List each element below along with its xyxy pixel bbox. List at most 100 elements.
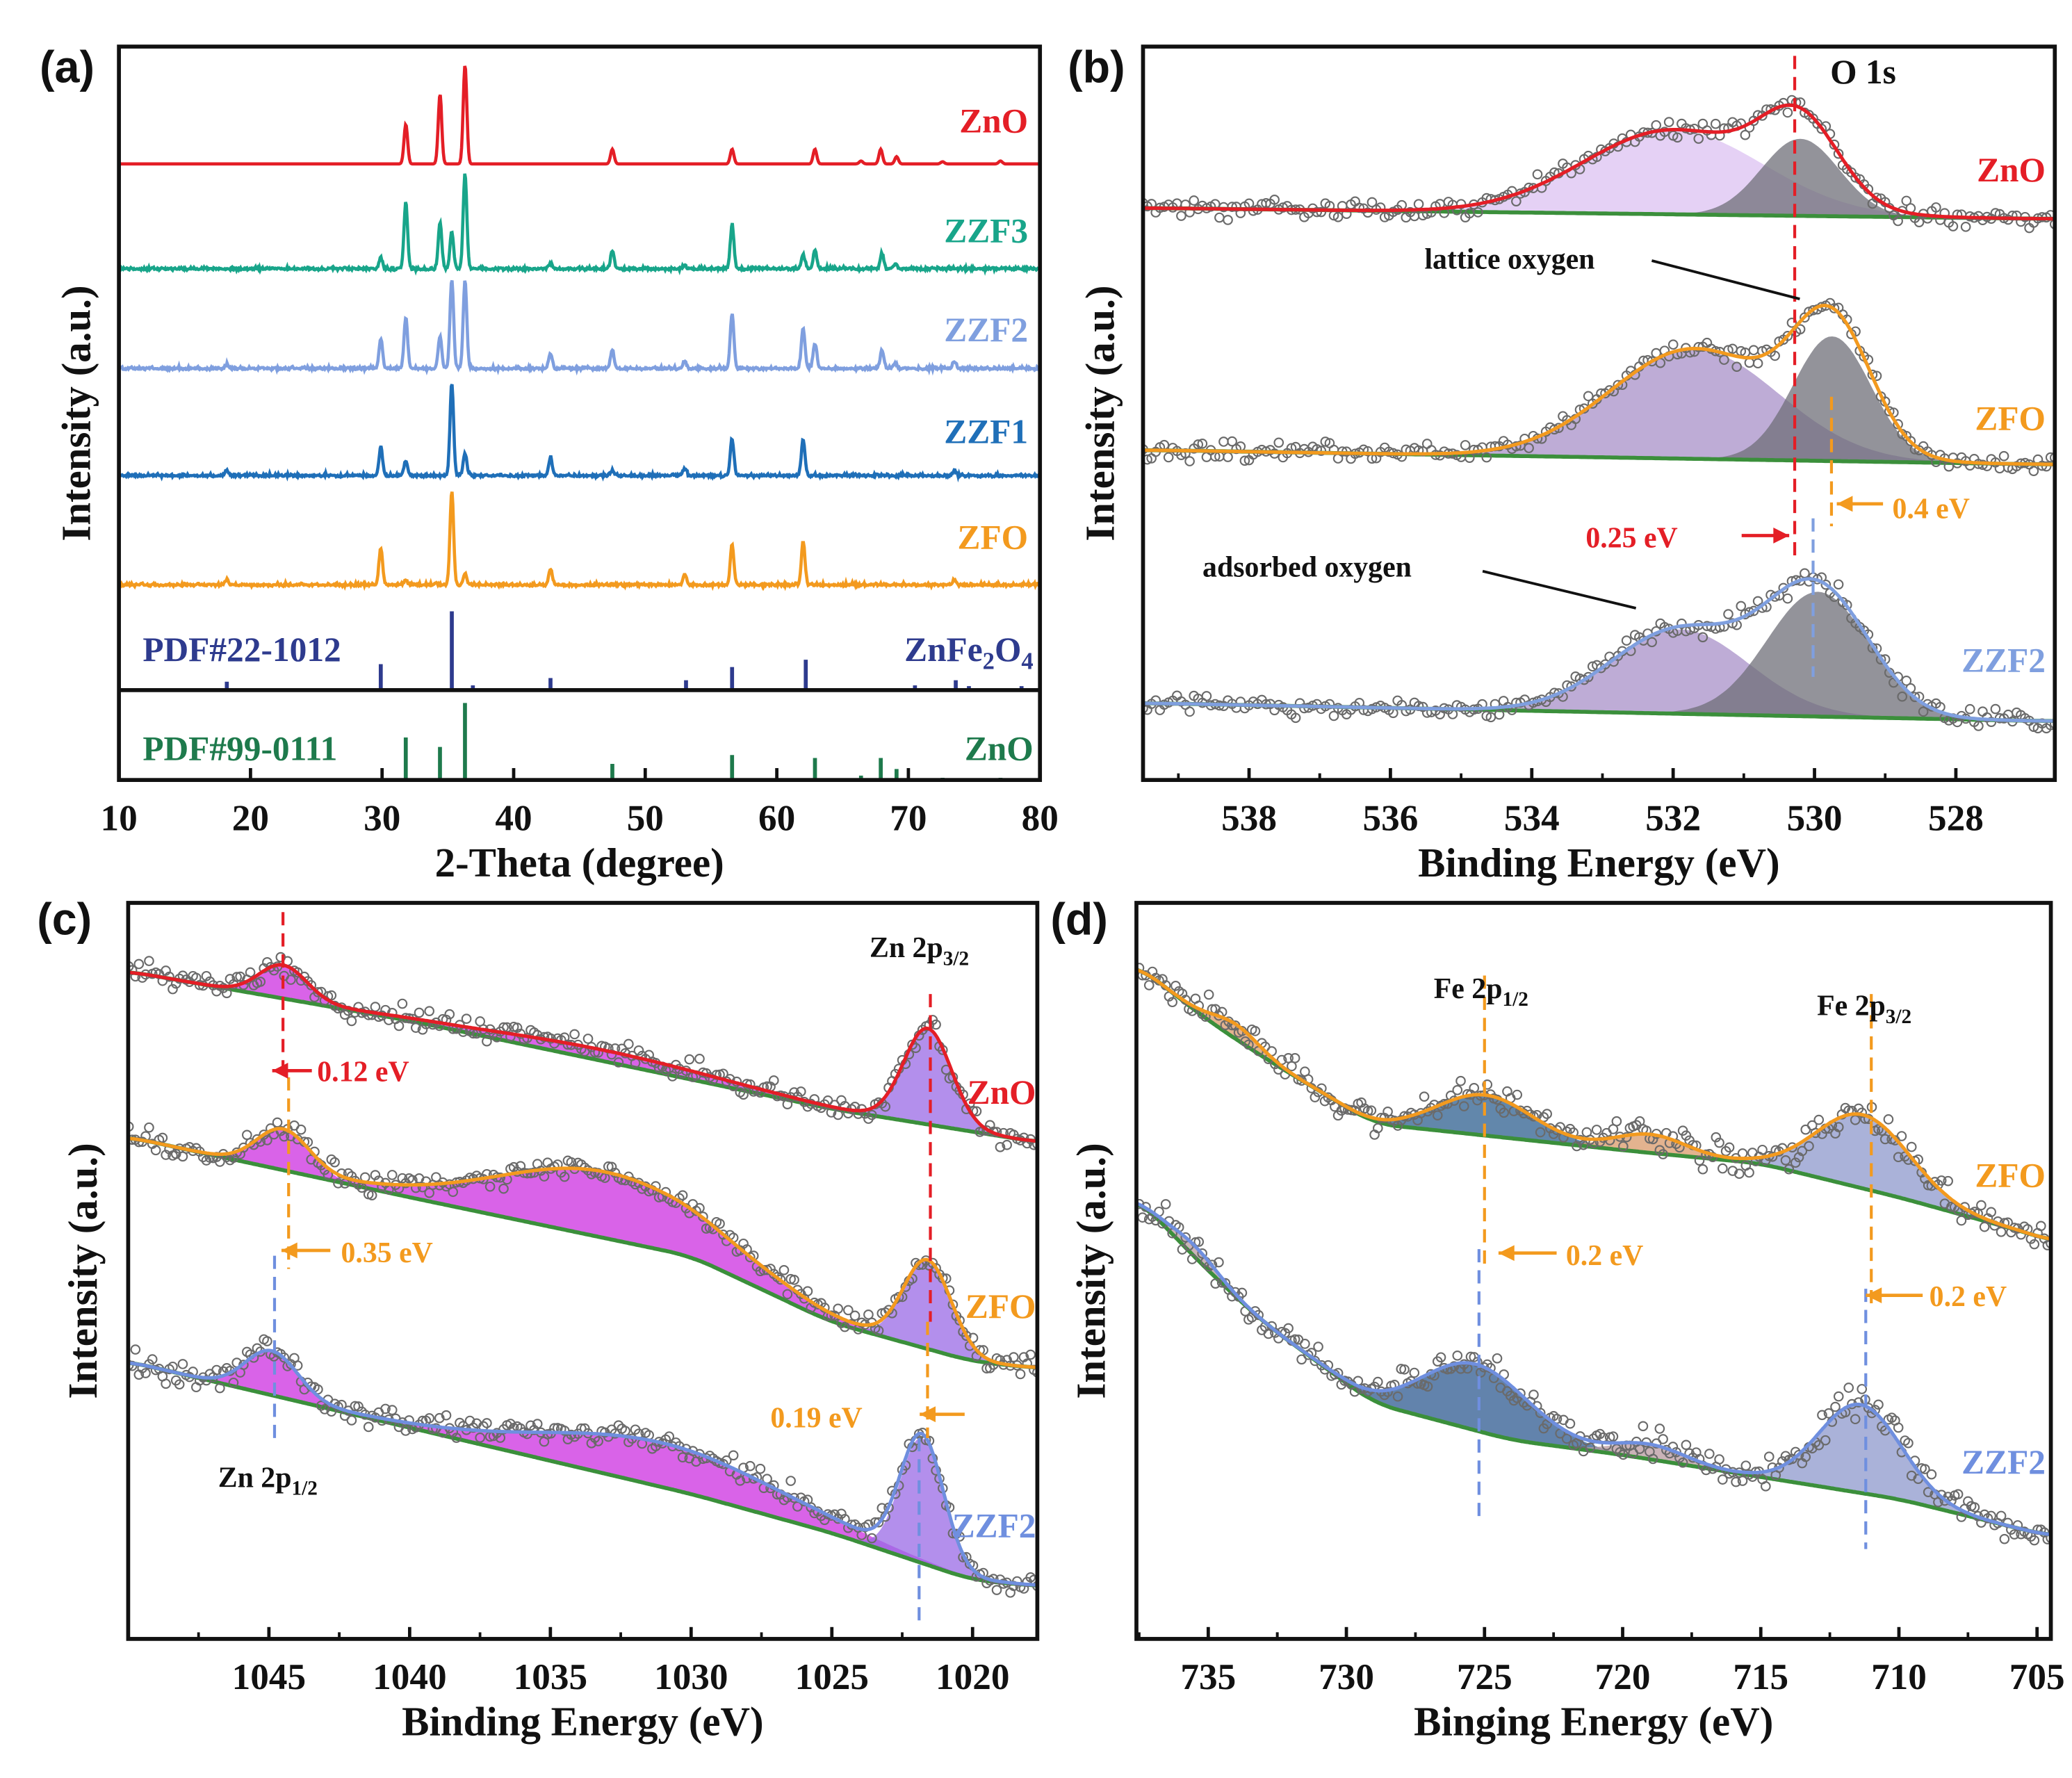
series-label: ZZF2 <box>944 311 1028 349</box>
data-point <box>1558 158 1568 169</box>
data-point <box>1744 357 1755 368</box>
data-point <box>836 1095 847 1106</box>
data-point <box>1417 446 1428 457</box>
data-point <box>1502 1086 1512 1097</box>
data-point <box>1332 453 1344 464</box>
data-point <box>1654 1424 1665 1434</box>
data-point <box>1706 621 1717 633</box>
data-point <box>582 1034 594 1044</box>
data-point <box>221 988 232 999</box>
data-point <box>1214 1257 1224 1268</box>
data-point <box>350 1401 361 1412</box>
x-tick-label: 538 <box>1221 797 1277 838</box>
reference-phase-label-part: 4 <box>1021 648 1033 674</box>
data-point <box>1310 1092 1321 1102</box>
data-point <box>1740 129 1751 140</box>
data-point <box>1926 1469 1937 1480</box>
data-point <box>279 1131 290 1142</box>
data-point <box>404 1415 414 1426</box>
data-point <box>1419 1091 1430 1102</box>
x-tick-label: 60 <box>758 797 795 838</box>
data-point <box>1594 1136 1606 1148</box>
data-point <box>1909 692 1920 703</box>
data-point <box>1538 1423 1549 1434</box>
x-tick-label: 40 <box>495 797 532 838</box>
data-point <box>1495 1103 1506 1114</box>
x-tick-label: 705 <box>2009 1656 2065 1697</box>
data-point <box>1511 196 1522 206</box>
data-point <box>1432 1356 1443 1367</box>
data-point <box>1452 1085 1463 1095</box>
data-point <box>1906 1470 1917 1481</box>
data-point <box>1893 1152 1904 1163</box>
data-point <box>140 1368 151 1378</box>
data-point <box>1867 198 1878 209</box>
data-point <box>1223 452 1233 462</box>
data-point <box>1587 398 1598 409</box>
x-tick-label: 534 <box>1504 797 1560 838</box>
data-point <box>1186 1254 1198 1264</box>
data-point <box>1143 1214 1155 1225</box>
axes-frame-2 <box>126 901 1040 1641</box>
data-point <box>1214 212 1225 223</box>
annotation-pointer <box>1482 569 1637 610</box>
data-point <box>991 1585 1002 1595</box>
data-point <box>235 971 245 982</box>
data-point <box>1561 1433 1572 1444</box>
data-point <box>464 1415 475 1426</box>
x-tick-label: 70 <box>890 797 927 838</box>
data-point <box>785 1273 796 1284</box>
series-label: ZZF2 <box>952 1507 1036 1545</box>
data-point <box>170 1375 181 1386</box>
series-label: ZnO <box>1977 151 2046 189</box>
data-point <box>306 1154 317 1165</box>
x-tick-label: 50 <box>627 797 664 838</box>
x-tick-label: 720 <box>1595 1656 1651 1697</box>
data-point <box>1299 211 1310 222</box>
fit-envelope-zfo <box>1143 303 2055 466</box>
data-point <box>1737 1476 1748 1486</box>
data-point <box>1231 443 1242 455</box>
data-point <box>539 1436 550 1447</box>
data-point <box>1143 704 1152 715</box>
data-point <box>498 1183 509 1194</box>
data-point <box>1719 354 1729 365</box>
data-point <box>363 1189 374 1200</box>
data-point <box>1629 630 1640 640</box>
data-point <box>1813 1114 1825 1125</box>
data-point <box>370 1170 381 1180</box>
series-label: ZnO <box>959 102 1028 140</box>
series-label: ZZF1 <box>944 412 1028 450</box>
data-point <box>1960 222 1971 232</box>
data-point <box>1018 1352 1029 1362</box>
fit-envelope-zno <box>128 963 1038 1143</box>
core-level-label: O 1s <box>1830 53 1896 91</box>
data-point <box>201 1155 212 1166</box>
data-point <box>1578 1446 1589 1457</box>
data-point <box>1189 195 1200 206</box>
data-point <box>1853 1397 1864 1408</box>
data-point <box>191 1382 202 1393</box>
xps-panel-2 <box>128 952 1038 1598</box>
data-point <box>272 1117 283 1128</box>
data-point <box>1136 1198 1145 1209</box>
data-point <box>1452 1350 1463 1361</box>
data-point <box>1257 1325 1267 1335</box>
data-point <box>1465 1351 1476 1362</box>
data-point <box>755 1463 766 1474</box>
series-label: ZFO <box>1975 399 2046 437</box>
data-point <box>1358 203 1369 214</box>
data-point <box>1583 391 1594 402</box>
data-point <box>1710 118 1721 129</box>
x-axis-label: Binding Energy (eV) <box>402 1699 764 1745</box>
data-point <box>1787 1142 1797 1152</box>
data-point <box>1167 997 1178 1008</box>
data-point <box>1300 1066 1310 1077</box>
data-point <box>1850 1414 1861 1425</box>
data-point <box>1901 676 1912 686</box>
data-point <box>1366 1105 1377 1116</box>
data-point <box>1830 1401 1841 1412</box>
x-tick-label: 735 <box>1180 1656 1236 1697</box>
data-point <box>1498 696 1509 706</box>
data-point <box>1782 593 1793 604</box>
